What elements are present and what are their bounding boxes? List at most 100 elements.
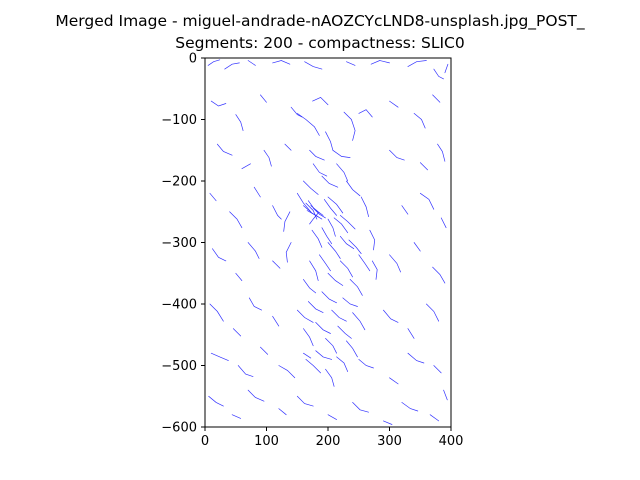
segment-line-78: [360, 196, 369, 218]
segment-line-34: [235, 272, 243, 281]
segment-line-102: [303, 279, 317, 294]
segment-line-101: [349, 279, 363, 296]
segment-line-116: [305, 359, 321, 374]
x-tick-label: 100: [254, 434, 279, 449]
segment-line-86: [323, 199, 337, 216]
segment-line-77: [296, 192, 312, 213]
segment-line-115: [336, 356, 349, 372]
segment-line-85: [309, 212, 319, 225]
segment-line-58: [247, 389, 265, 402]
segment-line-66: [443, 389, 448, 401]
segment-line-13: [290, 106, 303, 118]
segment-line-19: [216, 143, 233, 156]
x-tick-label: 300: [377, 434, 402, 449]
segment-line-24: [419, 162, 428, 171]
segment-line-113: [346, 340, 358, 358]
chart-title-line-1: Merged Image - miguel-andrade-nAOZCYcLND…: [55, 12, 585, 30]
segment-line-71: [332, 149, 351, 158]
segment-line-31: [419, 192, 435, 210]
segment-line-107: [331, 309, 347, 322]
segment-line-20: [241, 163, 251, 170]
segment-line-30: [401, 205, 409, 215]
segment-line-1: [224, 62, 240, 70]
segment-line-27: [229, 211, 243, 229]
segment-line-41: [232, 328, 242, 337]
y-tick-label: −400: [161, 298, 197, 313]
segment-line-0: [207, 59, 221, 66]
segment-line-16: [389, 100, 399, 108]
x-tick-label: 0: [201, 434, 209, 449]
segment-line-83: [312, 207, 326, 219]
segment-line-32: [440, 217, 447, 229]
segment-line-9: [444, 63, 449, 74]
segment-line-61: [327, 414, 337, 420]
segment-line-117: [325, 368, 335, 387]
chart-title-line-2: Segments: 200 - compactness: SLIC0: [175, 34, 465, 52]
y-tick-label: −600: [161, 421, 197, 436]
segment-line-7: [407, 60, 427, 67]
segment-line-25: [437, 143, 446, 162]
segment-line-110: [337, 325, 352, 339]
segment-line-5: [346, 61, 356, 66]
y-tick-label: −300: [161, 236, 197, 251]
segment-line-48: [237, 365, 254, 377]
segment-line-14: [312, 96, 329, 106]
segment-line-68: [343, 111, 356, 141]
segment-line-64: [401, 402, 419, 412]
segment-line-96: [319, 254, 331, 272]
segment-line-22: [284, 143, 292, 151]
segment-line-92: [311, 229, 323, 248]
segment-line-67: [296, 113, 320, 136]
segment-line-119: [285, 242, 292, 263]
segment-line-93: [339, 235, 355, 250]
segment-line-40: [209, 303, 224, 322]
segment-line-50: [278, 365, 296, 379]
segment-line-51: [303, 352, 312, 359]
segment-line-6: [370, 60, 390, 65]
segment-line-62: [352, 402, 369, 413]
segment-line-94: [348, 239, 362, 254]
segment-line-29: [272, 205, 282, 220]
segment-line-99: [309, 260, 319, 281]
segment-line-26: [209, 192, 217, 202]
segment-line-95: [327, 242, 341, 259]
segment-line-114: [315, 350, 333, 360]
x-tick-label: 400: [439, 434, 464, 449]
segment-line-28: [253, 186, 261, 198]
segment-line-33: [212, 248, 227, 262]
segment-line-35: [247, 242, 260, 259]
segment-line-36: [272, 260, 281, 269]
segment-line-42: [248, 297, 262, 311]
segment-line-12: [260, 94, 267, 103]
segment-line-44: [383, 309, 399, 323]
x-tick-label: 200: [316, 434, 341, 449]
segment-line-47: [210, 352, 229, 361]
segment-line-43: [272, 315, 280, 327]
segment-line-103: [321, 291, 337, 304]
segment-line-91: [321, 227, 333, 245]
segment-line-53: [389, 377, 399, 385]
segment-line-52: [358, 359, 374, 369]
segment-line-100: [327, 272, 344, 286]
x-axis: 0 100 200 300 400: [201, 427, 464, 449]
segment-lines: [207, 59, 449, 425]
segment-line-112: [325, 338, 337, 354]
segment-line-89: [339, 215, 356, 230]
y-tick-label: −500: [161, 359, 197, 374]
segment-line-46: [426, 303, 440, 322]
segment-line-73: [336, 163, 349, 182]
segment-line-2: [247, 60, 256, 66]
segment-line-11: [235, 114, 244, 131]
segment-line-105: [307, 301, 324, 313]
segment-line-57: [231, 414, 242, 419]
segment-line-21: [263, 149, 272, 167]
segment-line-54: [407, 352, 425, 364]
segment-line-87: [327, 196, 344, 214]
segment-line-74: [321, 175, 339, 188]
segment-line-88: [333, 217, 349, 234]
segment-line-65: [429, 414, 440, 422]
segment-line-56: [208, 395, 224, 407]
segment-line-8: [433, 68, 444, 80]
